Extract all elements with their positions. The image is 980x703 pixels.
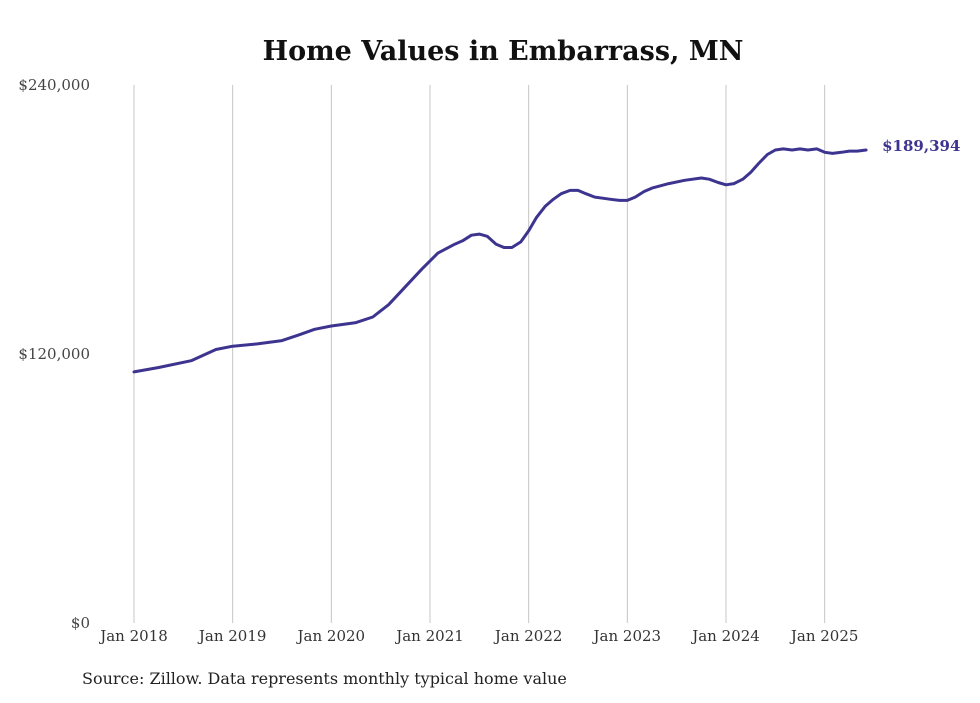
end-value-label: $189,394	[882, 137, 960, 155]
y-axis-ticks: $0 $120,000 $240,000	[18, 76, 90, 632]
x-tick-label: Jan 2018	[98, 627, 168, 645]
series-layer	[132, 147, 868, 374]
y-tick-label: $0	[71, 614, 90, 632]
x-tick-label: Jan 2019	[197, 627, 267, 645]
y-tick-label: $240,000	[18, 76, 90, 94]
x-tick-label: Jan 2021	[394, 627, 464, 645]
chart-title: Home Values in Embarrass, MN	[263, 36, 744, 67]
x-tick-label: Jan 2022	[493, 627, 563, 645]
x-axis-ticks: Jan 2018 Jan 2019 Jan 2020 Jan 2021 Jan 2022…	[98, 627, 858, 645]
y-tick-label: $120,000	[18, 345, 90, 363]
x-tick-label: Jan 2023	[592, 627, 662, 645]
series-line-0	[132, 147, 868, 374]
x-tick-label: Jan 2020	[296, 627, 366, 645]
source-note: Source: Zillow. Data represents monthly …	[82, 669, 567, 688]
x-tick-label: Jan 2025	[789, 627, 859, 645]
x-tick-label: Jan 2024	[690, 627, 760, 645]
gridlines	[133, 85, 826, 623]
